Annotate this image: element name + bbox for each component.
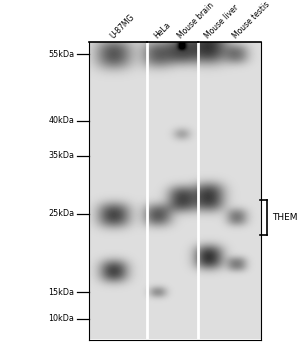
Text: 35kDa: 35kDa bbox=[48, 151, 74, 160]
Text: 25kDa: 25kDa bbox=[48, 209, 74, 218]
Text: 15kDa: 15kDa bbox=[48, 288, 74, 297]
Text: 40kDa: 40kDa bbox=[48, 116, 74, 125]
Text: 10kDa: 10kDa bbox=[48, 314, 74, 323]
Text: HeLa: HeLa bbox=[153, 20, 173, 40]
Text: Mouse brain: Mouse brain bbox=[176, 1, 216, 40]
Text: THEM4: THEM4 bbox=[272, 212, 297, 222]
Text: U-87MG: U-87MG bbox=[108, 12, 136, 40]
Text: Mouse liver: Mouse liver bbox=[203, 3, 241, 40]
Text: Mouse testis: Mouse testis bbox=[231, 0, 272, 40]
Text: 55kDa: 55kDa bbox=[48, 50, 74, 59]
